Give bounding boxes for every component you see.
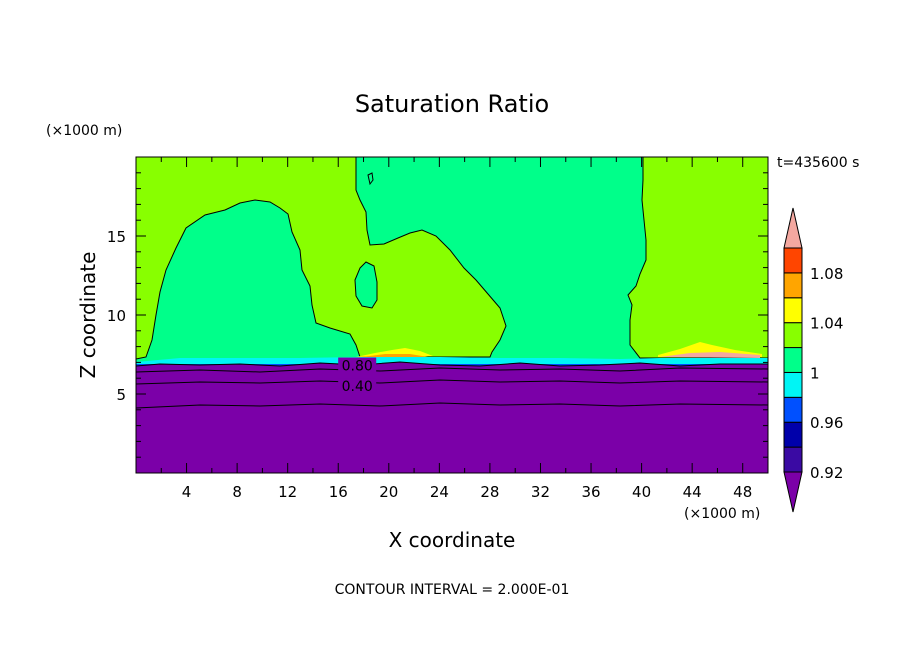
colorbar-label: 1.08 [810, 265, 843, 283]
z-unit-label: (×1000 m) [46, 123, 122, 139]
y-tick-label: 10 [107, 307, 126, 325]
y-tick-label: 5 [116, 386, 126, 404]
time-label: t=435600 s [777, 155, 859, 171]
colorbar-under-arrow [783, 471, 803, 513]
region-s102 [135, 156, 507, 360]
x-axis-label: X coordinate [389, 528, 516, 552]
contour-label: 0.80 [342, 359, 373, 375]
colorbar-label: 1.04 [810, 315, 843, 333]
region-s102-right [627, 156, 769, 359]
colorbar-band [783, 347, 803, 373]
contour-0-80 [135, 367, 769, 373]
contour-interval-footer: CONTOUR INTERVAL = 2.000E-01 [335, 582, 570, 598]
colorbar-band [783, 297, 803, 324]
x-tick-label: 24 [430, 483, 449, 501]
x-tick-label: 4 [182, 483, 192, 501]
x-tick-label: 44 [683, 483, 702, 501]
colorbar: 0.92 0.96 1 1.04 1.08 [783, 207, 843, 513]
x-tick-label: 16 [329, 483, 348, 501]
x-tick-label: 28 [480, 483, 499, 501]
x-tick-label: 12 [278, 483, 297, 501]
colorbar-band [783, 322, 803, 349]
x-tick-label: 48 [733, 483, 752, 501]
colorbar-over-arrow [783, 207, 803, 249]
x-tick-label: 20 [379, 483, 398, 501]
supersat-right-hot [660, 352, 760, 358]
chart-title: Saturation Ratio [355, 90, 549, 118]
supersat-center-hot [362, 354, 428, 357]
region-cyan [136, 357, 768, 364]
colorbar-label: 0.92 [810, 464, 843, 482]
x-tick-label: 40 [632, 483, 651, 501]
x-tick-label: 8 [232, 483, 242, 501]
region-s100-speck [367, 172, 374, 186]
colorbar-band [783, 371, 803, 398]
y-axis-label: Z coordinate [76, 252, 100, 379]
contour-label-bg [338, 378, 377, 393]
x-tick-label: 36 [581, 483, 600, 501]
colorbar-band [783, 446, 803, 473]
contour-labels: 0.80 0.40 [338, 357, 377, 395]
region-s100-pocket [354, 261, 378, 309]
colorbar-label: 1 [810, 364, 820, 382]
colorbar-band [783, 421, 803, 448]
x-tick-label: 32 [531, 483, 550, 501]
y-tick-label: 15 [107, 228, 126, 246]
colorbar-band [783, 396, 803, 423]
colorbar-band [783, 247, 803, 274]
colorbar-label: 0.96 [810, 414, 843, 432]
x-unit-label: (×1000 m) [684, 506, 760, 522]
region-dryband-top [135, 361, 769, 474]
contour-lower [135, 402, 769, 409]
contour-label: 0.40 [342, 379, 373, 395]
contour-0-40 [135, 379, 769, 385]
colorbar-band [783, 272, 803, 299]
contour-label-bg [338, 357, 377, 372]
